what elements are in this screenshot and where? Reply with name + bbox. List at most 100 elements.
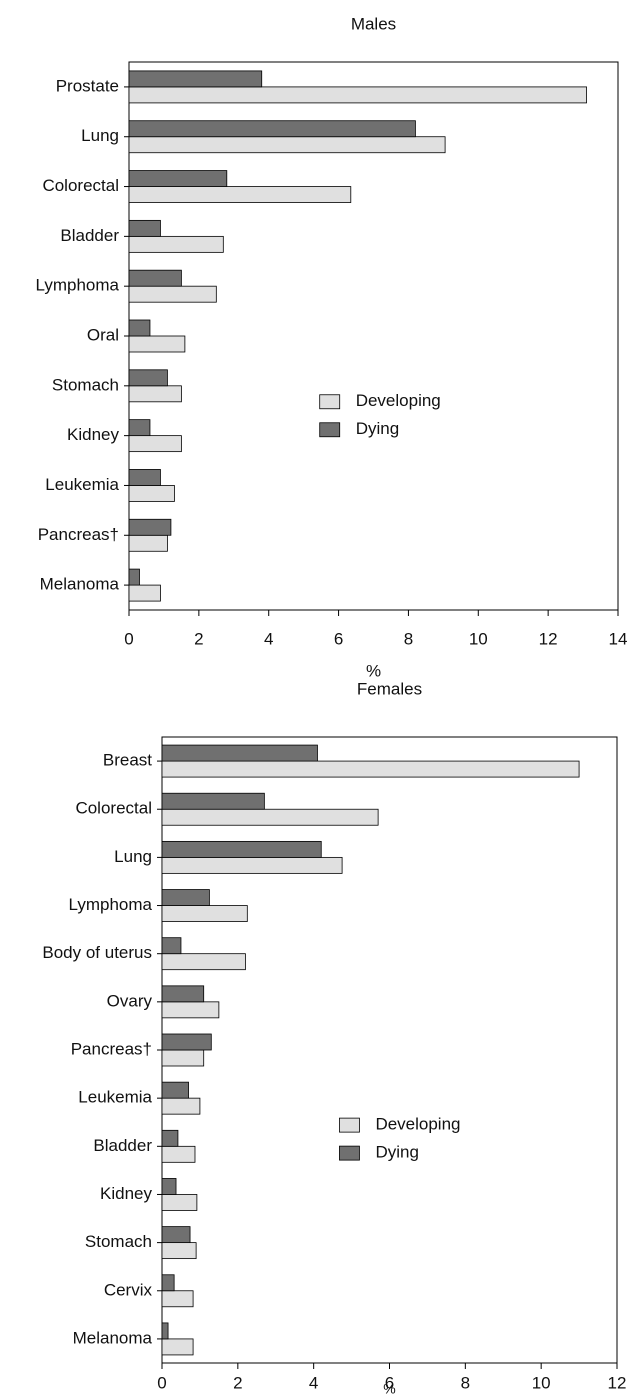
bar	[161, 953, 246, 971]
y-tick-label: Kidney	[100, 1184, 152, 1203]
y-tick-label: Lung	[81, 126, 119, 145]
bar	[161, 1049, 205, 1067]
bar	[161, 1194, 198, 1211]
bar	[161, 1322, 169, 1340]
x-tick-label: 2	[233, 1373, 242, 1392]
bar	[128, 469, 161, 486]
bar	[161, 1242, 197, 1260]
y-tick-label: Leukemia	[45, 475, 119, 494]
legend-label: Dying	[375, 1143, 418, 1162]
legend-swatch	[319, 394, 341, 410]
bar	[128, 534, 168, 552]
bar	[128, 485, 175, 502]
y-tick-label: Melanoma	[73, 1328, 153, 1347]
y-tick-label: Pancreas†	[38, 525, 119, 544]
x-tick-label: 12	[608, 1373, 627, 1392]
x-tick-label: 4	[309, 1373, 318, 1392]
bar	[128, 335, 186, 353]
bar	[161, 905, 248, 922]
bar	[161, 856, 343, 874]
bar	[161, 792, 265, 810]
x-tick-label: 6	[334, 629, 343, 648]
legend-swatch	[339, 1117, 360, 1133]
x-axis-label: %	[383, 1381, 395, 1397]
y-tick-label: Body of uterus	[42, 943, 152, 962]
y-tick-label: Oral	[87, 325, 119, 344]
legend-label: Developing	[356, 391, 441, 410]
y-tick-label: Lung	[114, 847, 152, 866]
legend-label: Dying	[356, 419, 399, 438]
bar	[161, 744, 318, 762]
chart-title: Females	[357, 679, 422, 698]
y-tick-label: Prostate	[56, 76, 119, 95]
bar	[128, 369, 168, 387]
x-tick-label: 10	[532, 1373, 551, 1392]
bar	[161, 1274, 175, 1292]
x-tick-label: 10	[469, 629, 488, 648]
bar	[128, 86, 587, 104]
bar	[128, 235, 224, 253]
bar	[161, 1001, 220, 1019]
y-tick-label: Leukemia	[78, 1088, 152, 1107]
bar	[161, 1033, 212, 1051]
bar	[128, 435, 182, 453]
y-tick-label: Pancreas†	[71, 1039, 152, 1058]
y-tick-label: Melanoma	[40, 575, 120, 594]
bar	[161, 808, 379, 826]
bar	[161, 760, 580, 778]
bar	[128, 584, 161, 602]
x-tick-label: 0	[157, 1373, 166, 1392]
x-tick-label: 8	[461, 1373, 470, 1392]
y-tick-label: Kidney	[67, 425, 119, 444]
x-tick-label: 8	[404, 629, 413, 648]
bar	[128, 170, 228, 187]
bar	[128, 136, 446, 154]
bar	[128, 285, 217, 303]
y-tick-label: Lymphoma	[36, 276, 120, 295]
legend-label: Developing	[375, 1115, 460, 1134]
bar	[128, 419, 151, 437]
legend-swatch	[319, 422, 341, 438]
bar	[128, 219, 161, 237]
bar	[161, 840, 322, 858]
bar	[128, 385, 182, 403]
bar	[161, 1178, 177, 1195]
bar	[161, 937, 182, 955]
bar	[161, 1226, 191, 1244]
bar	[161, 1145, 196, 1163]
bar	[161, 1081, 189, 1099]
y-tick-label: Breast	[103, 751, 152, 770]
x-tick-label: 6	[385, 1373, 394, 1392]
bar	[161, 1338, 194, 1356]
y-tick-label: Ovary	[107, 991, 153, 1010]
y-tick-label: Colorectal	[75, 799, 152, 818]
y-tick-label: Colorectal	[42, 176, 119, 195]
y-tick-label: Stomach	[85, 1232, 152, 1251]
bar	[128, 518, 172, 536]
y-tick-label: Stomach	[52, 375, 119, 394]
y-tick-label: Bladder	[93, 1136, 152, 1155]
bar	[128, 70, 263, 88]
bar	[161, 1129, 179, 1147]
bar	[128, 319, 151, 337]
x-tick-label: 12	[539, 629, 558, 648]
bar	[128, 186, 352, 203]
x-axis-label: %	[366, 661, 381, 680]
legend-swatch	[339, 1145, 360, 1161]
x-tick-label: 14	[609, 629, 628, 648]
bar	[128, 568, 140, 586]
bar	[161, 985, 205, 1003]
bar	[161, 889, 210, 906]
bar	[128, 269, 182, 287]
x-tick-label: 0	[124, 629, 133, 648]
bar	[161, 1097, 201, 1115]
bar	[128, 120, 416, 138]
x-tick-label: 4	[264, 629, 273, 648]
plot-frame	[161, 736, 618, 1364]
chart-title: Males	[351, 14, 396, 33]
y-tick-label: Cervix	[104, 1280, 153, 1299]
x-tick-label: 2	[194, 629, 203, 648]
y-tick-label: Bladder	[60, 226, 119, 245]
y-tick-label: Lymphoma	[69, 895, 153, 914]
